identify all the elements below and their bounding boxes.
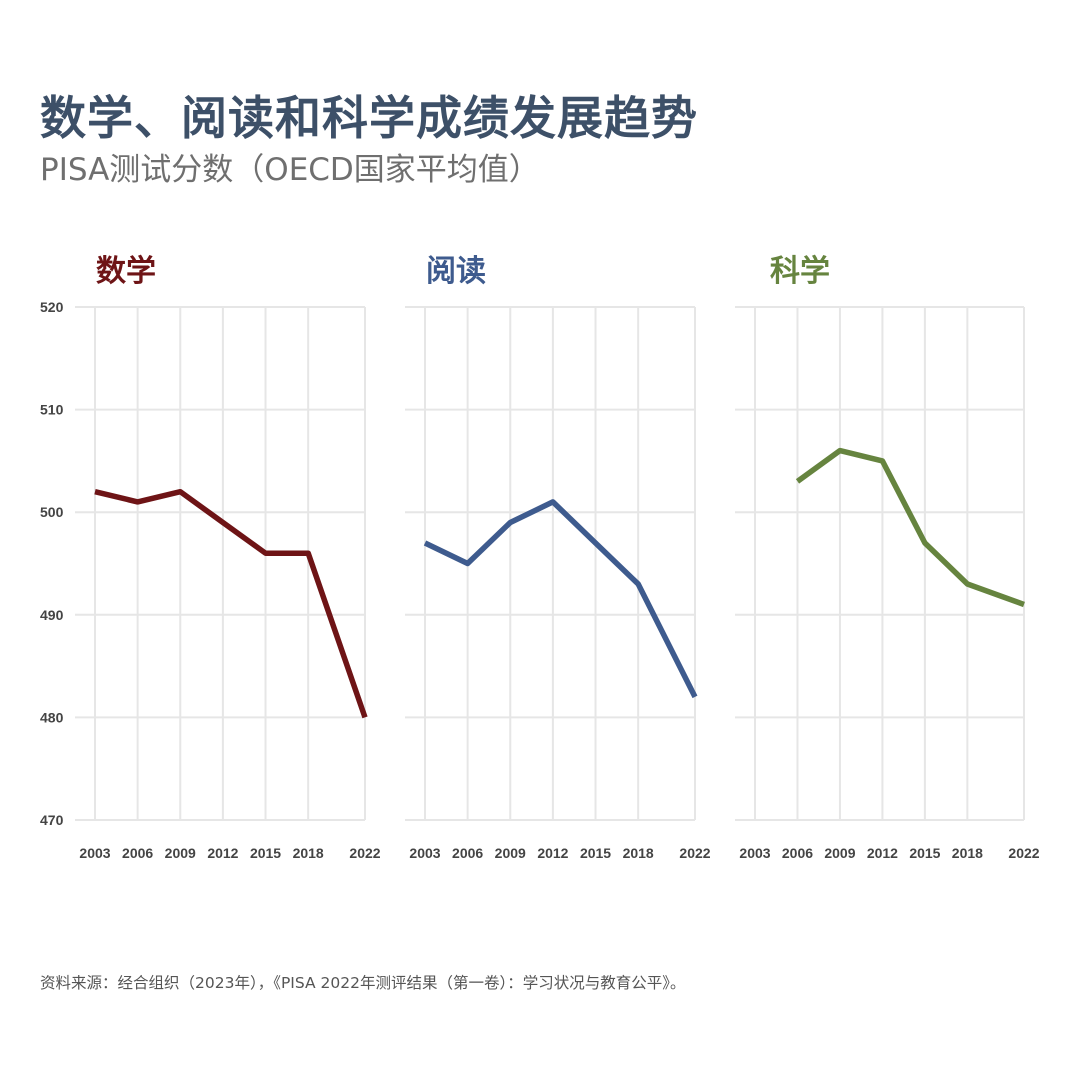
x-tick-label: 2003 <box>739 845 770 861</box>
x-tick-label: 2009 <box>495 845 526 861</box>
chart-title: 数学、阅读和科学成绩发展趋势 <box>40 91 698 145</box>
x-tick-label: 2022 <box>1008 845 1039 861</box>
x-tick-label: 2006 <box>452 845 483 861</box>
x-tick-label: 2012 <box>207 845 238 861</box>
series-line-2 <box>795 447 1025 608</box>
x-tick-label: 2006 <box>782 845 813 861</box>
x-tick-label: 2018 <box>293 845 324 861</box>
chart-subtitle: PISA测试分数（OECD国家平均值） <box>40 152 540 188</box>
x-tick-label: 2022 <box>679 845 710 861</box>
y-tick-label: 490 <box>40 607 64 623</box>
x-tick-label: 2015 <box>580 845 611 861</box>
x-tick-label: 2003 <box>409 845 440 861</box>
x-tick-label: 2012 <box>867 845 898 861</box>
x-tick-label: 2003 <box>79 845 110 861</box>
x-tick-label: 2018 <box>623 845 654 861</box>
y-tick-label: 480 <box>40 709 64 725</box>
source-note: 资料来源：经合组织（2023年），《PISA 2022年测评结果（第一卷）：学习… <box>40 974 686 992</box>
panel-title-reading: 阅读 <box>426 254 486 289</box>
series-line-1 <box>423 499 698 699</box>
panel-title-math: 数学 <box>96 254 156 289</box>
y-tick-label: 470 <box>40 812 64 828</box>
y-tick-label: 500 <box>40 504 64 520</box>
y-tick-label: 520 <box>40 299 64 315</box>
x-tick-label: 2015 <box>909 845 940 861</box>
x-tick-label: 2009 <box>824 845 855 861</box>
x-tick-label: 2006 <box>122 845 153 861</box>
x-tick-label: 2012 <box>537 845 568 861</box>
x-tick-label: 2015 <box>250 845 281 861</box>
panel-title-science: 科学 <box>770 254 830 289</box>
x-tick-label: 2022 <box>349 845 380 861</box>
series-line-0 <box>94 488 368 719</box>
x-tick-label: 2009 <box>165 845 196 861</box>
y-tick-label: 510 <box>40 402 64 418</box>
x-tick-label: 2018 <box>952 845 983 861</box>
